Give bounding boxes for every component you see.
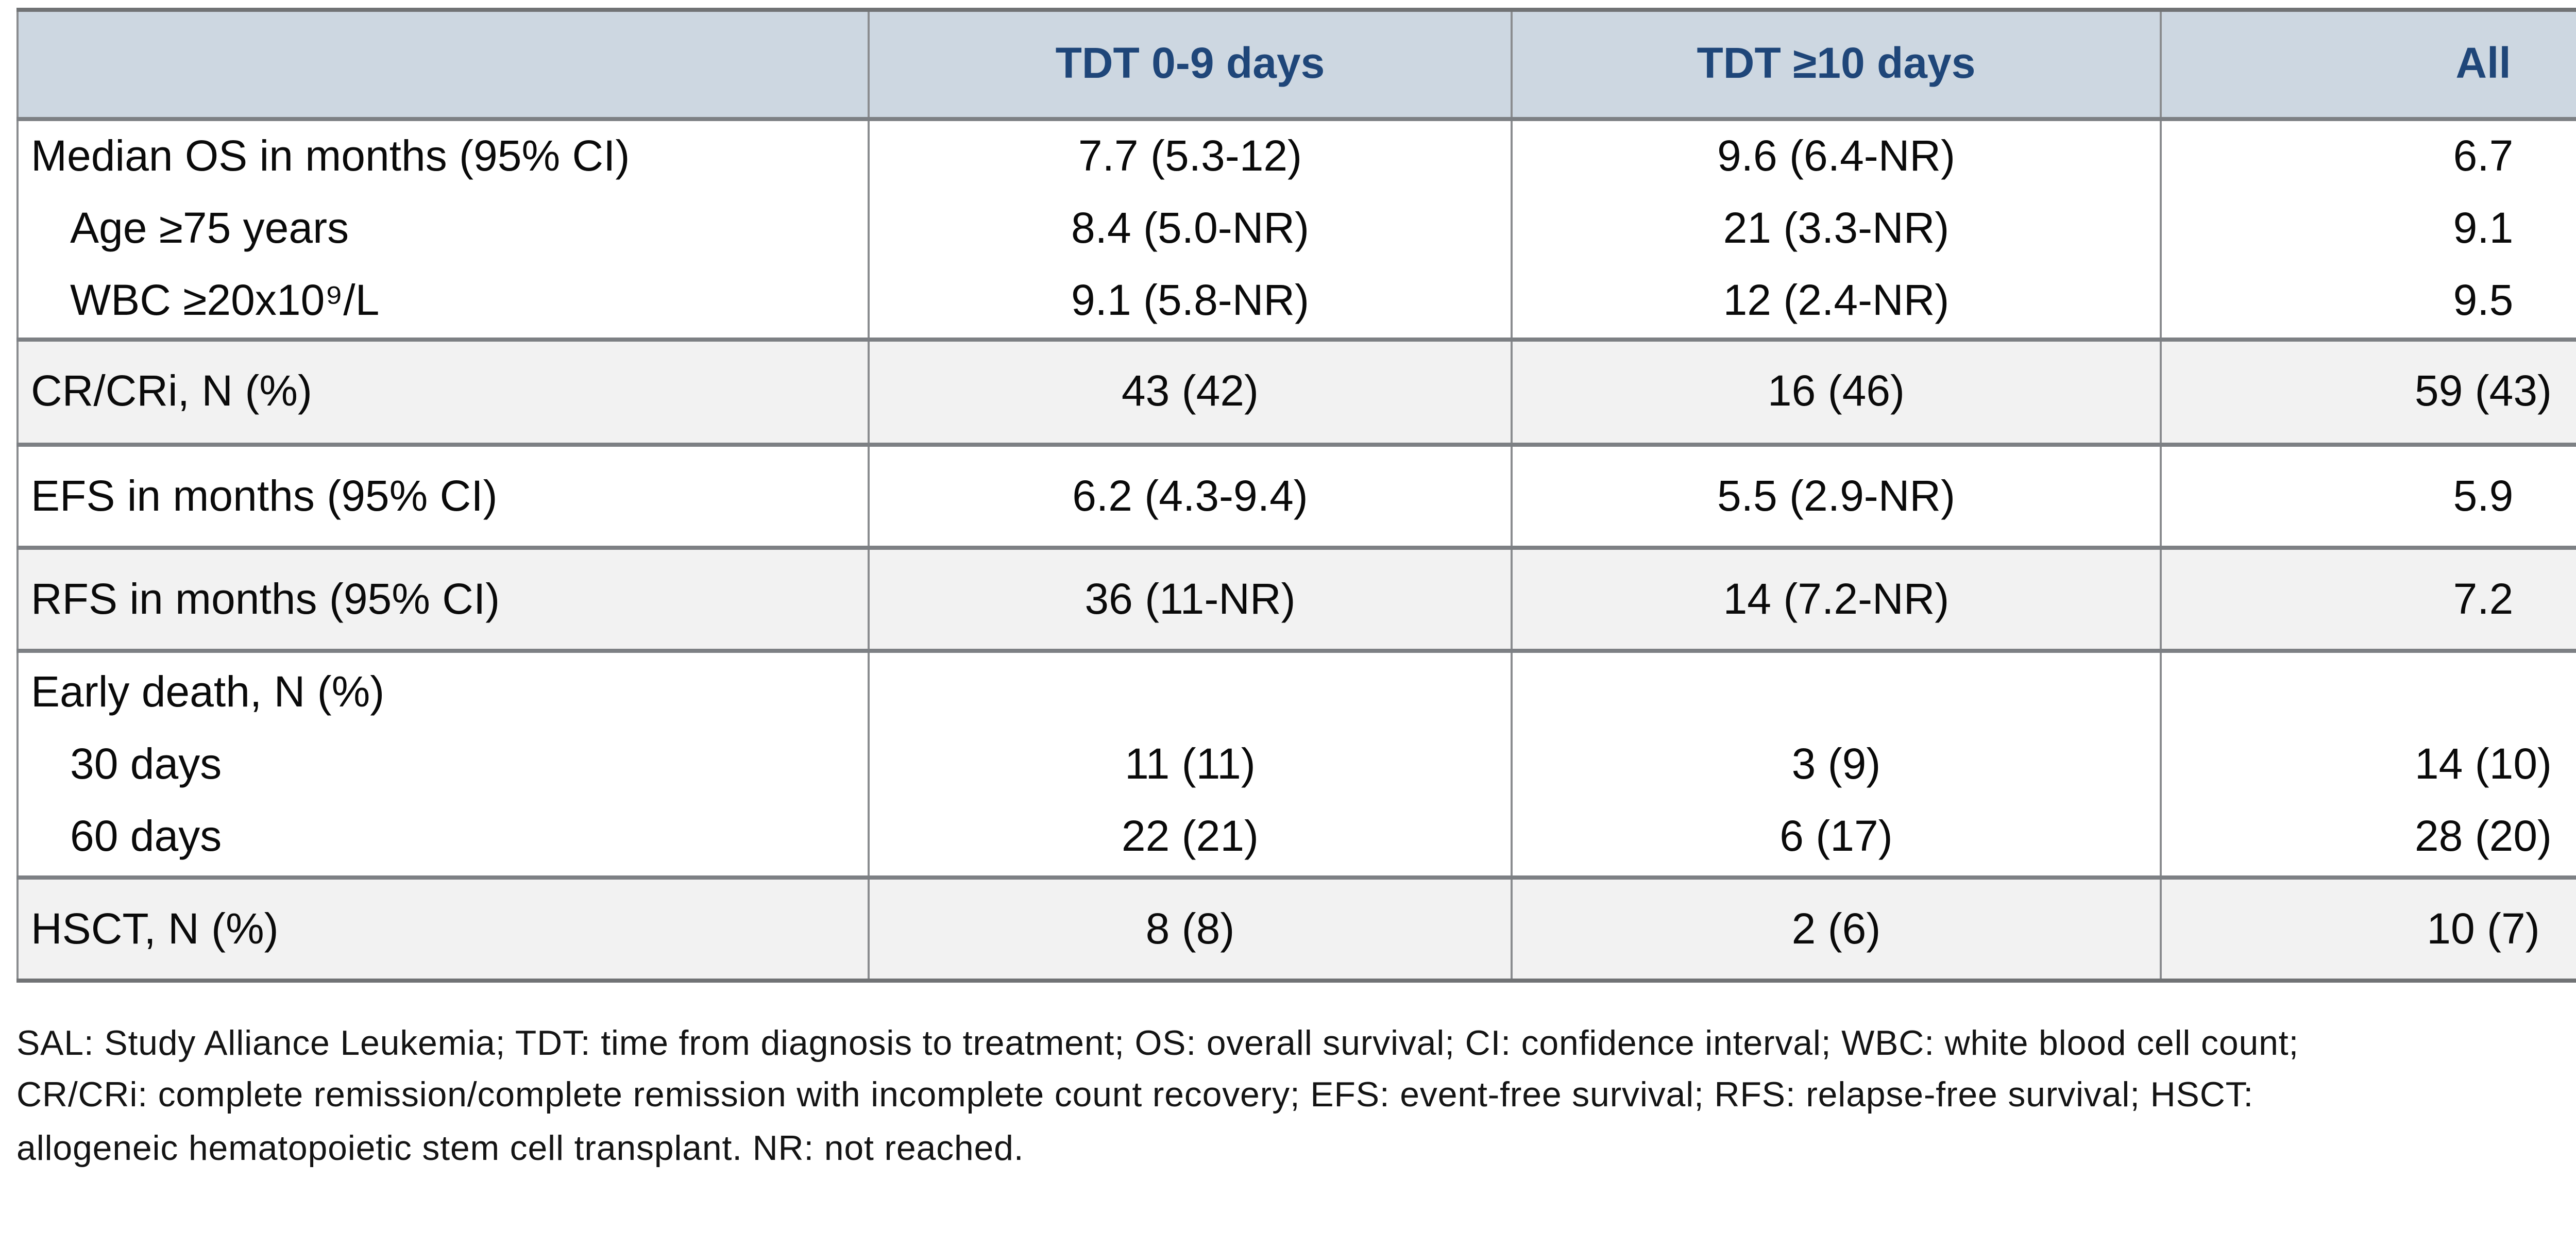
cell-all-early-death: 14 (10) 28 (20) (2160, 649, 2576, 878)
header-row: TDT 0-9 days TDT ≥10 days All P (18, 10, 2576, 121)
table-row-rfs: RFS in months (95% CI) 36 (11-NR) 14 (7.2-… (18, 546, 2576, 651)
footnote-line: CR/CRi: complete remission/complete remi… (16, 1076, 2254, 1116)
row-label-line: 60 days (70, 813, 222, 860)
row-label-efs: EFS in months (95% CI) (18, 443, 869, 548)
cell-value-line: 10 (7) (2427, 905, 2540, 953)
cell-value-line: 9.5 (2453, 278, 2514, 325)
cell-tdt-0-9-rfs: 36 (11-NR) (868, 546, 1512, 651)
cell-tdt-ge10-rfs: 14 (7.2-NR) (1511, 546, 2161, 651)
cell-all-rfs: 7.2 (2160, 546, 2576, 651)
cell-tdt-0-9-early-death: 11 (11) 22 (21) (868, 649, 1512, 878)
table-row-early-death: Early death, N (%) 30 days 60 days 11 (11) 2… (18, 649, 2576, 878)
cell-value-line: 8 (8) (1145, 905, 1235, 953)
cell-value-line: 36 (11-NR) (1084, 576, 1296, 623)
cell-value-line: 3 (9) (1791, 740, 1881, 788)
cell-value-line: 59 (43) (2414, 368, 2552, 416)
cell-value-line: 21 (3.3-NR) (1723, 206, 1950, 253)
cell-tdt-0-9-cr-cri: 43 (42) (868, 338, 1512, 445)
table-body: Median OS in months (95% CI) Age ≥75 year… (18, 119, 2576, 981)
col-header-tdt-ge10: TDT ≥10 days (1511, 10, 2161, 121)
cell-value-line: 7.2 (2453, 576, 2514, 623)
cell-value-line: 12 (2.4-NR) (1723, 278, 1950, 325)
table-row-efs: EFS in months (95% CI) 6.2 (4.3-9.4) 5.5 (… (18, 443, 2576, 548)
cell-tdt-ge10-hsct: 2 (6) (1511, 875, 2161, 981)
outcomes-table: TDT 0-9 days TDT ≥10 days All P Median O… (16, 8, 2576, 983)
footnote-line: allogeneic hematopoietic stem cell trans… (16, 1128, 1024, 1168)
row-label-line: WBC ≥20x10⁹/L (70, 278, 380, 325)
cell-value-line (2162, 656, 2576, 728)
row-label-rfs: RFS in months (95% CI) (18, 546, 869, 651)
cell-value-line: 6 (17) (1780, 813, 1893, 860)
cell-value-line: 14 (7.2-NR) (1723, 576, 1950, 623)
cell-tdt-0-9-median-os: 7.7 (5.3-12) 8.4 (5.0-NR) 9.1 (5.8-NR) (868, 119, 1512, 340)
cell-all-hsct: 10 (7) (2160, 875, 2576, 981)
cell-value-line: 9.6 (6.4-NR) (1717, 133, 1956, 181)
table-row-median-os: Median OS in months (95% CI) Age ≥75 year… (18, 119, 2576, 340)
table-header: TDT 0-9 days TDT ≥10 days All P (18, 10, 2576, 121)
cell-value-line: 5.5 (2.9-NR) (1717, 473, 1956, 520)
cell-tdt-ge10-cr-cri: 16 (46) (1511, 338, 2161, 445)
cell-value-line: 9.1 (5.8-NR) (1071, 278, 1310, 325)
page: TDT 0-9 days TDT ≥10 days All P Median O… (0, 8, 2576, 1247)
row-label-line: EFS in months (95% CI) (31, 473, 498, 520)
row-label-line: Median OS in months (95% CI) (31, 133, 630, 181)
cell-tdt-ge10-median-os: 9.6 (6.4-NR) 21 (3.3-NR) 12 (2.4-NR) (1511, 119, 2161, 340)
cell-value-line: 8.4 (5.0-NR) (1071, 206, 1310, 253)
row-label-cr-cri: CR/CRi, N (%) (18, 338, 869, 445)
cell-value-line (1513, 656, 2160, 728)
cell-value-line: 16 (46) (1767, 368, 1905, 416)
table-row-cr-cri: CR/CRi, N (%)43 (42)16 (46)59 (43)0.68 (18, 338, 2576, 445)
cell-value-line: 6.7 (2453, 133, 2514, 181)
footnote-line: SAL: Study Alliance Leukemia; TDT: time … (16, 1024, 2299, 1063)
row-label-line: Age ≥75 years (70, 206, 349, 253)
row-label-line: HSCT, N (%) (31, 905, 279, 953)
col-header-all: All (2160, 10, 2576, 121)
row-label-line: RFS in months (95% CI) (31, 576, 500, 623)
cell-value-line: 7.7 (5.3-12) (1078, 133, 1302, 181)
cell-value-line: 5.9 (2453, 473, 2514, 520)
cell-value-line: 14 (10) (2414, 740, 2552, 788)
cell-all-efs: 5.9 (2160, 443, 2576, 548)
cell-tdt-ge10-early-death: 3 (9) 6 (17) (1511, 649, 2161, 878)
row-label-hsct: HSCT, N (%) (18, 875, 869, 981)
col-header-tdt-0-9: TDT 0-9 days (868, 10, 1512, 121)
row-label-line: CR/CRi, N (%) (31, 368, 312, 416)
header-empty-cell (18, 10, 869, 121)
cell-value-line: 22 (21) (1121, 813, 1259, 860)
row-label-early-death: Early death, N (%) 30 days 60 days (18, 649, 869, 878)
cell-value-line (870, 656, 1511, 728)
cell-value-line: 2 (6) (1791, 905, 1881, 953)
row-label-line: Early death, N (%) (31, 668, 385, 716)
cell-all-median-os: 6.7 9.1 9.5 (2160, 119, 2576, 340)
row-label-median-os: Median OS in months (95% CI) Age ≥75 year… (18, 119, 869, 340)
cell-value-line: 9.1 (2453, 206, 2514, 253)
table-row-hsct: HSCT, N (%)8 (8)2 (6)10 (7)0.69 (18, 875, 2576, 981)
cell-tdt-0-9-efs: 6.2 (4.3-9.4) (868, 443, 1512, 548)
cell-tdt-ge10-efs: 5.5 (2.9-NR) (1511, 443, 2161, 548)
row-label-line: 30 days (70, 740, 222, 788)
cell-all-cr-cri: 59 (43) (2160, 338, 2576, 445)
cell-value-line: 11 (11) (1125, 740, 1256, 788)
cell-tdt-0-9-hsct: 8 (8) (868, 875, 1512, 981)
footnote: SAL: Study Alliance Leukemia; TDT: time … (16, 1018, 2576, 1174)
cell-value-line: 28 (20) (2414, 813, 2552, 860)
cell-value-line: 6.2 (4.3-9.4) (1072, 473, 1308, 520)
cell-value-line: 43 (42) (1121, 368, 1259, 416)
